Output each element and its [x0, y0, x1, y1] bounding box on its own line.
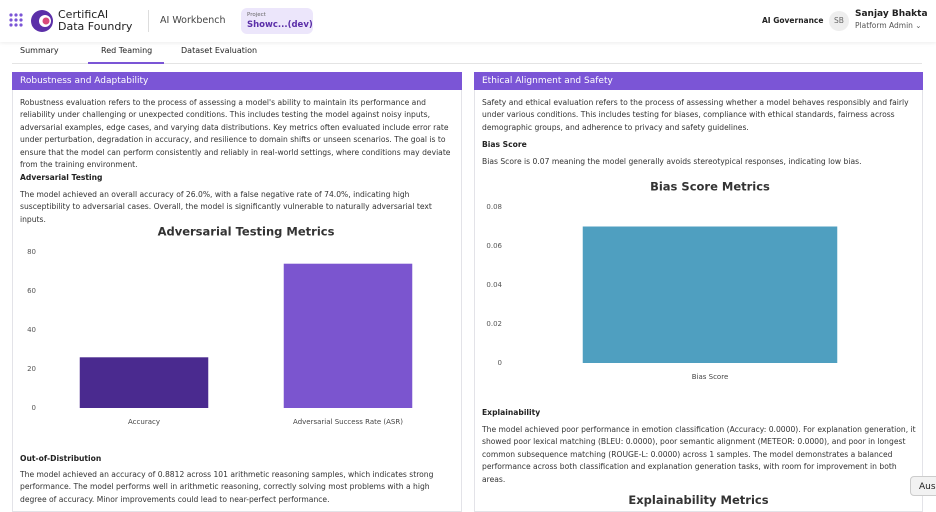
paragraph: The model achieved poor performance in e…: [482, 425, 916, 484]
section-heading: Adversarial Testing: [20, 173, 103, 182]
tab[interactable]: Dataset Evaluation: [181, 46, 258, 55]
project-selector[interactable]: Project Showc...(dev): [241, 8, 313, 34]
brand: CertificAI Data Foundry: [58, 9, 132, 33]
section-heading: Explainability: [482, 408, 541, 417]
brand-name: CertificAI: [58, 8, 109, 21]
paragraph: The model achieved an accuracy of 0.8812…: [20, 470, 434, 504]
logo: [31, 10, 53, 32]
paragraph: Robustness evaluation refers to the proc…: [20, 98, 451, 170]
tab-active[interactable]: Red Teaming: [101, 46, 153, 55]
top-bar: CertificAI Data Foundry AI Workbench Pro…: [0, 0, 936, 42]
panel-title: Robustness and Adaptability: [12, 72, 462, 90]
paragraph: The model achieved an overall accuracy o…: [20, 190, 432, 224]
user-name[interactable]: Sanjay Bhakta: [855, 9, 928, 19]
avatar[interactable]: SB: [829, 11, 849, 31]
section-heading: Bias Score: [482, 140, 527, 149]
workbench-label: AI Workbench: [160, 15, 226, 26]
section-heading: Out-of-Distribution: [20, 454, 102, 463]
governance-link[interactable]: AI Governance: [762, 16, 824, 25]
user-role-wrap[interactable]: Platform Admin ⌄: [855, 21, 922, 30]
divider: [148, 10, 149, 32]
paragraph: Safety and ethical evaluation refers to …: [482, 98, 909, 132]
floating-button[interactable]: Aus: [910, 476, 936, 496]
project-label: Project: [247, 12, 266, 18]
tab-underline: [88, 62, 164, 64]
chart-title: Explainability Metrics: [628, 493, 769, 507]
paragraph: Bias Score is 0.07 meaning the model gen…: [482, 157, 862, 166]
tab[interactable]: Summary: [20, 46, 59, 55]
tabs-rule: [12, 63, 922, 64]
user-role: Platform Admin: [855, 21, 913, 30]
panel-title: Ethical Alignment and Safety: [474, 72, 923, 90]
brand-sub: Data Foundry: [58, 20, 133, 33]
apps-icon[interactable]: [8, 12, 24, 28]
project-name: Showc...(dev): [247, 20, 313, 30]
